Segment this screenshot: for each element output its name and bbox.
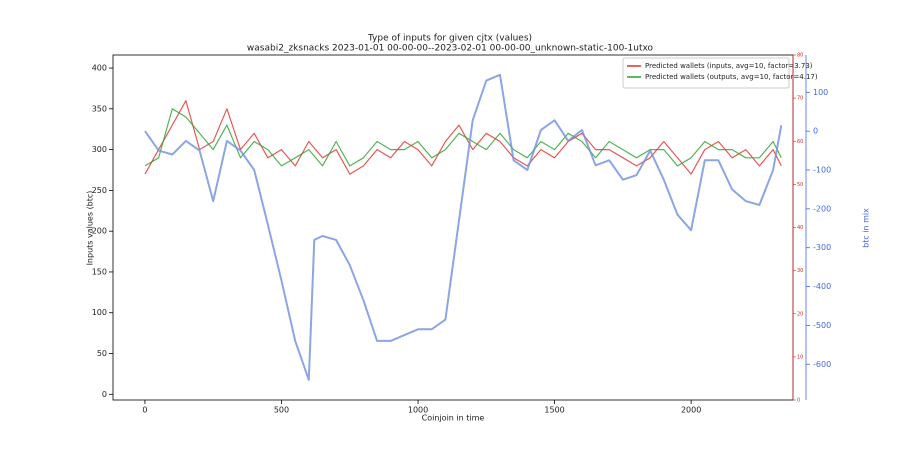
- series-line: [144, 73, 783, 381]
- y2-tick-label: 0: [813, 127, 818, 136]
- y3-tick-label: 30: [797, 268, 803, 274]
- y-tick-label: 200: [92, 227, 107, 236]
- x-tick-label: 0: [142, 406, 147, 415]
- y2-tick-label: -300: [813, 243, 831, 252]
- x-tick-label: 1500: [544, 406, 564, 415]
- y3-tick-label: 0: [797, 398, 800, 404]
- legend-label: Predicted wallets (outputs, avg=10, fact…: [645, 73, 818, 81]
- y-tick-label: 100: [92, 308, 107, 317]
- series-line: [144, 108, 782, 167]
- x-tick-label: 500: [274, 406, 289, 415]
- y-tick-label: 350: [92, 104, 107, 113]
- y2-tick-label: -400: [813, 282, 831, 291]
- y3-tick-label: 80: [797, 53, 803, 59]
- y-tick-label: 50: [97, 349, 107, 358]
- y3-tick-label: 10: [797, 354, 803, 360]
- y3-tick-label: 40: [797, 225, 803, 231]
- y-tick-label: 0: [102, 390, 107, 399]
- y2-axis-label: btc in mix: [862, 208, 871, 248]
- legend-box: [622, 57, 790, 89]
- y-tick-label: 400: [92, 64, 107, 73]
- y2-tick-label: -600: [813, 360, 831, 369]
- y2-tick-label: -200: [813, 204, 831, 213]
- series-line: [144, 100, 782, 175]
- legend-label: Predicted wallets (inputs, avg=10, facto…: [645, 62, 813, 70]
- chart-subtitle: wasabi2_zksnacks 2023-01-01 00-00-00--20…: [247, 44, 654, 54]
- y-tick-label: 250: [92, 186, 107, 195]
- y-tick-label: 300: [92, 145, 107, 154]
- x-tick-label: 2000: [681, 406, 701, 415]
- y-tick-label: 150: [92, 267, 107, 276]
- y2-tick-label: -500: [813, 321, 831, 330]
- y3-tick-label: 50: [797, 182, 803, 188]
- chart-title: Type of inputs for given cjtx (values): [367, 34, 532, 44]
- y2-tick-label: 100: [813, 88, 828, 97]
- y3-tick-label: 70: [797, 96, 803, 102]
- x-axis-label: Coinjoin in time: [422, 414, 485, 423]
- y3-tick-label: 60: [797, 139, 803, 145]
- y2-tick-label: -100: [813, 166, 831, 175]
- y3-tick-label: 20: [797, 311, 803, 317]
- x-tick-label: 1000: [408, 406, 428, 415]
- y-axis-label: Inputs values (btc): [86, 191, 95, 266]
